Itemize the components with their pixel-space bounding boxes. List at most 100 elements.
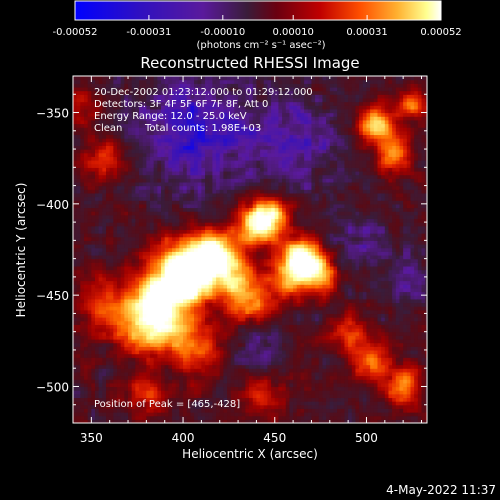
heatmap-cell [205, 229, 210, 234]
heatmap-cell [146, 371, 151, 377]
heatmap-cell [183, 83, 188, 88]
heatmap-cell [223, 419, 228, 423]
heatmap-cell [153, 145, 158, 150]
heatmap-cell [153, 229, 158, 234]
heatmap-cell [117, 211, 122, 216]
heatmap-cell [80, 229, 85, 234]
heatmap-cell [98, 170, 103, 176]
heatmap-cell [142, 393, 147, 399]
heatmap-cell [109, 108, 114, 114]
heatmap-cell [168, 412, 173, 417]
heatmap-cell [87, 412, 92, 417]
heatmap-cell [172, 360, 177, 366]
heatmap-cell [241, 317, 247, 322]
heatmap-cell [252, 94, 258, 99]
heatmap-cell [142, 160, 147, 165]
heatmap-cell [234, 76, 239, 81]
heatmap-cell [168, 397, 173, 402]
heatmap-cell [208, 214, 213, 220]
heatmap-cell [106, 123, 111, 128]
heatmap-cell [241, 130, 247, 136]
heatmap-cell [135, 258, 140, 263]
heatmap-cell [80, 390, 85, 395]
heatmap-cell [135, 269, 140, 274]
heatmap-cell [150, 203, 155, 209]
heatmap-cell [230, 342, 236, 347]
heatmap-cell [197, 123, 202, 128]
heatmap-cell [91, 346, 96, 351]
heatmap-cell [73, 371, 78, 377]
heatmap-cell [80, 401, 85, 406]
heatmap-cell [216, 342, 221, 347]
heatmap-cell [186, 222, 191, 227]
heatmap-cell [139, 123, 144, 128]
heatmap-cell [161, 112, 166, 117]
heatmap-cell [249, 357, 254, 362]
heatmap-cell [186, 317, 191, 322]
heatmap-cell [219, 379, 225, 384]
heatmap-cell [131, 379, 136, 384]
heatmap-cell [142, 269, 147, 274]
heatmap-cell [150, 401, 155, 406]
heatmap-cell [135, 112, 140, 117]
heatmap-cell [245, 233, 250, 238]
heatmap-cell [183, 412, 188, 417]
heatmap-cell [241, 236, 247, 241]
heatmap-cell [227, 280, 232, 285]
heatmap-cell [256, 295, 261, 300]
heatmap-cell [208, 291, 213, 296]
heatmap-cell [175, 404, 180, 409]
heatmap-cell [186, 280, 191, 285]
heatmap-cell [157, 404, 162, 409]
heatmap-cell [260, 306, 265, 311]
heatmap-cell [219, 108, 225, 114]
heatmap-cell [164, 134, 169, 139]
heatmap-cell [87, 101, 92, 106]
heatmap-cell [205, 196, 210, 201]
heatmap-cell [260, 211, 265, 216]
heatmap-cell [109, 86, 114, 92]
heatmap-cell [102, 386, 107, 391]
heatmap-cell [98, 415, 103, 420]
heatmap-cell [197, 360, 202, 366]
heatmap-cell [131, 86, 136, 92]
heatmap-cell [219, 185, 225, 190]
heatmap-cell [208, 83, 213, 88]
heatmap-cell [106, 233, 111, 238]
heatmap-cell [109, 240, 114, 245]
heatmap-cell [164, 276, 169, 282]
heatmap-cell [245, 123, 250, 128]
heatmap-cell [208, 90, 213, 95]
heatmap-cell [190, 404, 195, 409]
heatmap-cell [241, 116, 247, 121]
heatmap-cell [201, 324, 206, 329]
heatmap-cell [146, 178, 151, 183]
heatmap-cell [153, 127, 158, 132]
heatmap-cell [157, 160, 162, 165]
heatmap-cell [128, 287, 133, 293]
heatmap-cell [194, 174, 199, 179]
heatmap-cell [238, 247, 243, 252]
heatmap-cell [263, 360, 269, 366]
heatmap-cell [91, 357, 96, 362]
heatmap-cell [102, 335, 107, 340]
heatmap-cell [241, 174, 247, 179]
heatmap-cell [98, 123, 103, 128]
heatmap-cell [238, 338, 243, 344]
heatmap-cell [175, 360, 180, 366]
heatmap-cell [179, 386, 184, 391]
heatmap-cell [234, 276, 239, 282]
heatmap-cell [153, 324, 158, 329]
heatmap-cell [98, 134, 103, 139]
heatmap-cell [186, 214, 191, 220]
heatmap-cell [241, 214, 247, 220]
heatmap-cell [234, 390, 239, 395]
heatmap-cell [260, 163, 265, 168]
heatmap-cell [91, 112, 96, 117]
heatmap-cell [190, 298, 195, 304]
heatmap-cell [157, 265, 162, 271]
heatmap-cell [146, 174, 151, 179]
heatmap-cell [238, 185, 243, 190]
heatmap-cell [95, 313, 100, 318]
heatmap-cell [186, 189, 191, 194]
